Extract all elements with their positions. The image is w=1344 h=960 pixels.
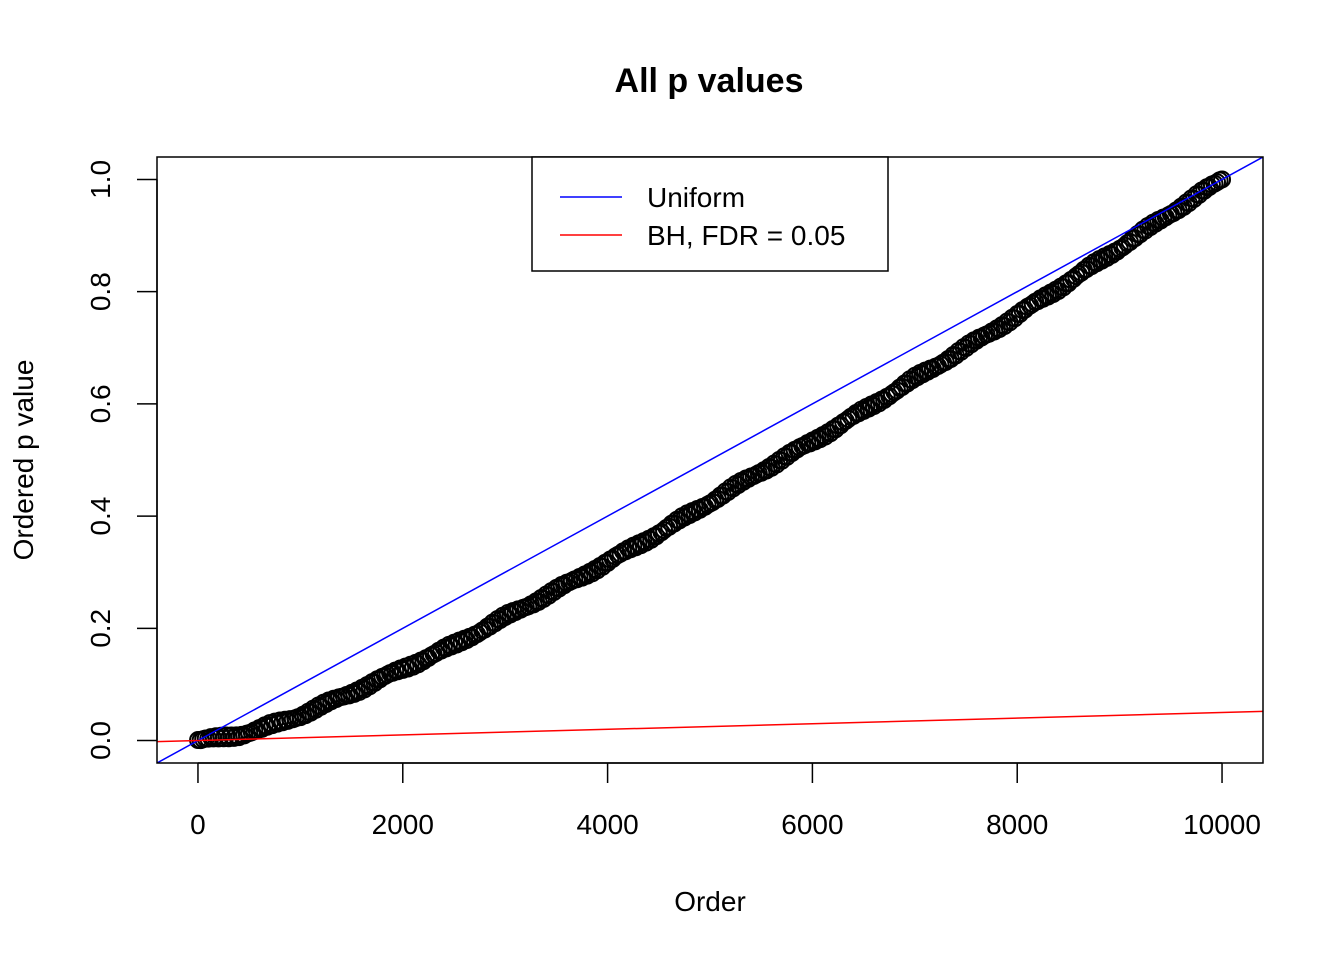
x-tick-label: 6000 [781, 809, 843, 840]
legend-box [531, 156, 889, 272]
bh-line [157, 710, 1263, 743]
y-tick-label: 0.2 [85, 609, 116, 648]
y-tick-label: 0.6 [85, 384, 116, 423]
x-axis-label: Order [674, 886, 746, 917]
legend: Uniform BH, FDR = 0.05 [531, 156, 889, 272]
legend-label-bh: BH, FDR = 0.05 [647, 220, 845, 251]
x-axis: 0 2000 4000 6000 8000 10000 [190, 762, 1261, 840]
legend-label-uniform: Uniform [647, 182, 745, 213]
plot-area [157, 157, 1263, 763]
x-tick-label: 8000 [986, 809, 1048, 840]
y-tick-label: 1.0 [85, 160, 116, 199]
x-tick-label: 2000 [372, 809, 434, 840]
y-tick-label: 0.8 [85, 272, 116, 311]
y-axis: 0.0 0.2 0.4 0.6 0.8 1.0 [85, 160, 158, 760]
x-tick-label: 4000 [576, 809, 638, 840]
data-points [189, 170, 1232, 750]
x-tick-label: 0 [190, 809, 206, 840]
uniform-line [157, 157, 1263, 763]
y-axis-label: Ordered p value [8, 360, 39, 561]
chart-title: All p values [615, 62, 804, 100]
x-tick-label: 10000 [1183, 809, 1261, 840]
data-point [1213, 170, 1232, 189]
y-tick-label: 0.0 [85, 721, 116, 760]
y-tick-label: 0.4 [85, 497, 116, 536]
